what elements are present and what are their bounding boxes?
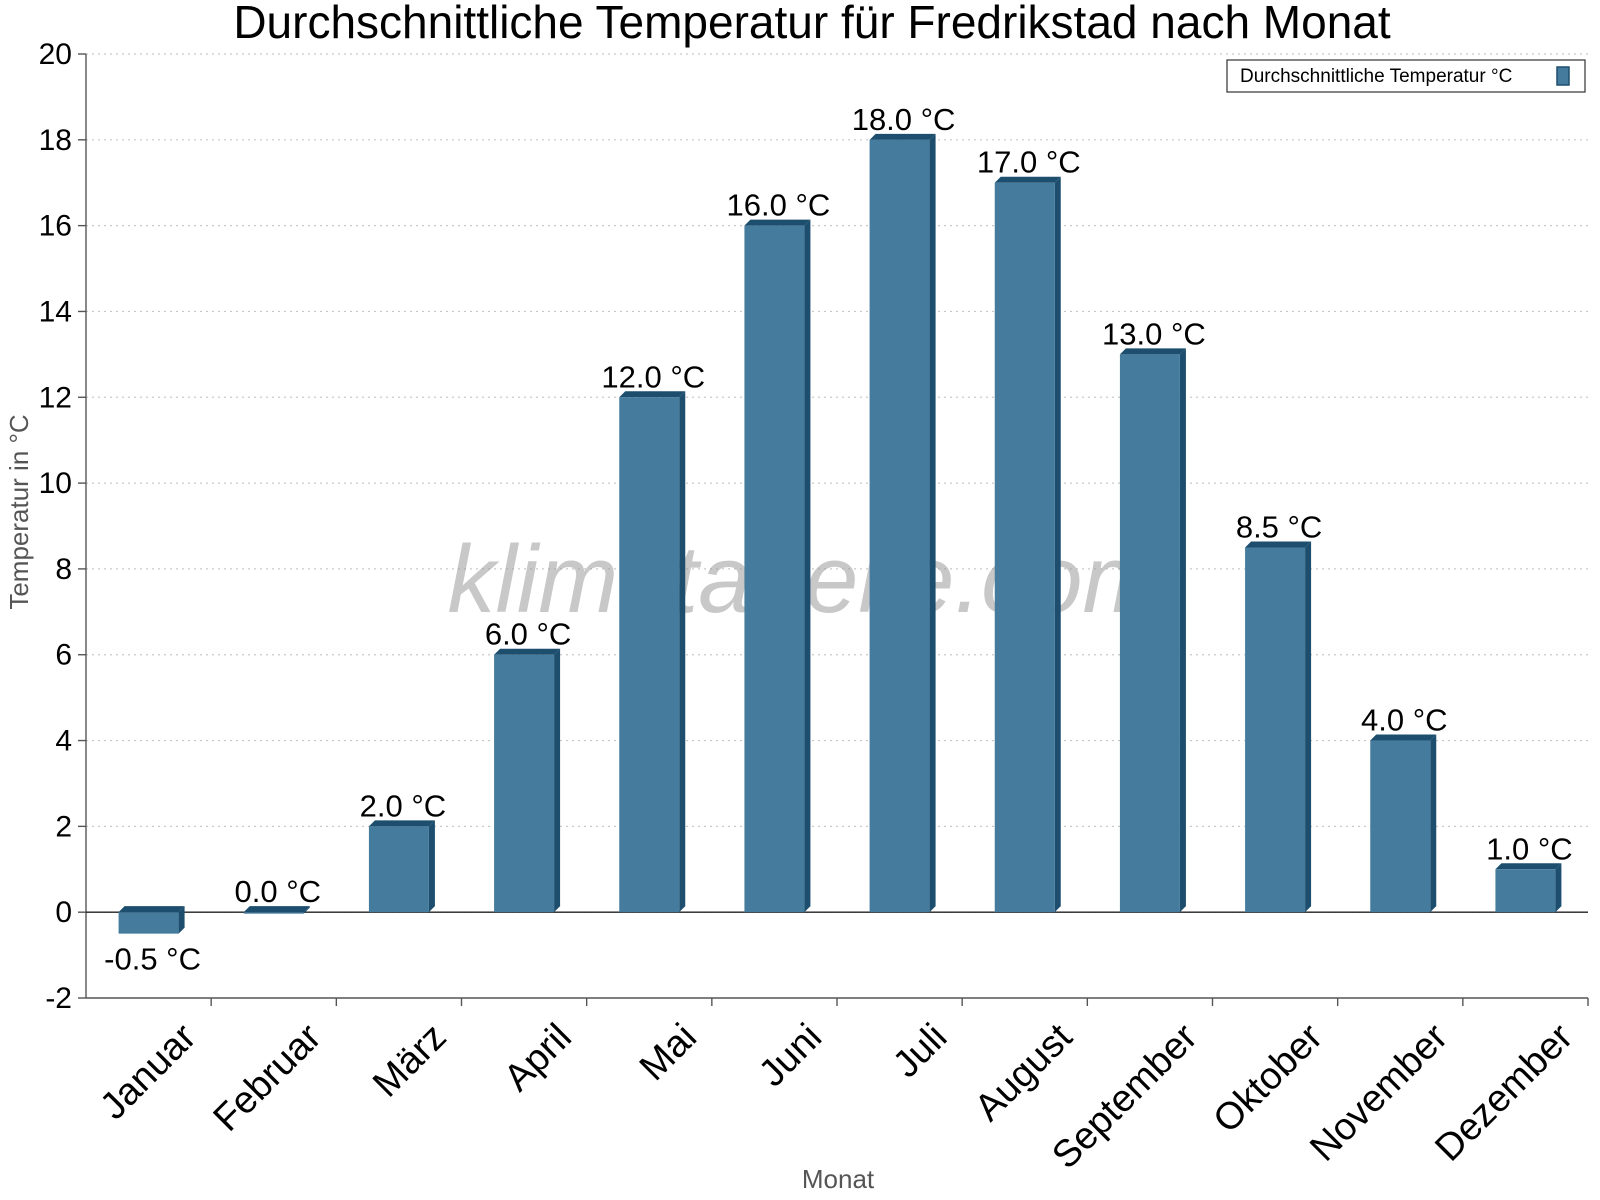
- bar-Februar: [243, 906, 310, 914]
- data-label: 0.0 °C: [235, 874, 322, 909]
- bar-top-face: [1370, 734, 1437, 741]
- bar-side-face: [303, 906, 310, 914]
- gridlines: [86, 53, 1588, 913]
- x-tick-labels: Januar Februar März April Mai Juni Juli AugustS…: [92, 1016, 1581, 1177]
- data-label: 2.0 °C: [360, 788, 447, 823]
- chart-title: Durchschnittliche Temperatur für Fredrik…: [233, 0, 1391, 48]
- y-tick-label: 4: [55, 725, 72, 758]
- bar-top-face: [494, 648, 561, 655]
- data-label: 4.0 °C: [1361, 703, 1448, 738]
- bar-top-face: [118, 906, 185, 913]
- bar: [994, 182, 1055, 913]
- bar: [1119, 354, 1180, 913]
- bar: [1495, 869, 1556, 913]
- data-label: 6.0 °C: [485, 617, 572, 652]
- bar: [1370, 740, 1431, 913]
- x-tick-label: Oktober: [1206, 1016, 1332, 1142]
- y-tick-label: 8: [55, 553, 72, 586]
- y-tick-label: 16: [39, 210, 72, 243]
- legend: Durchschnittliche Temperatur °C: [1226, 59, 1586, 93]
- bar-September: [1119, 348, 1186, 913]
- bar-side-face: [1305, 541, 1312, 913]
- bar-top-face: [1495, 863, 1562, 870]
- bar: [243, 912, 304, 914]
- x-tick-label: Juni: [751, 1016, 830, 1095]
- bar-side-face: [178, 906, 185, 934]
- x-axis-title: Monat: [802, 1164, 875, 1194]
- y-tick-label: -2: [45, 982, 72, 1015]
- bar-top-face: [869, 133, 936, 140]
- x-tick-label: Januar: [92, 1016, 204, 1128]
- bar-Mai: [619, 391, 686, 913]
- bar-top-face: [243, 906, 310, 913]
- bars: [118, 133, 1562, 934]
- data-label: -0.5 °C: [104, 942, 201, 977]
- bar-top-face: [744, 219, 811, 226]
- x-tick-label: Juli: [885, 1016, 955, 1086]
- bar-top-face: [1119, 348, 1186, 355]
- y-tick-label: 18: [39, 124, 72, 157]
- y-axis-title: Temperatur in °C: [4, 414, 34, 609]
- y-tick-label: 6: [55, 639, 72, 672]
- bar-side-face: [929, 133, 936, 913]
- bar-side-face: [428, 820, 435, 913]
- data-label: 1.0 °C: [1486, 831, 1573, 866]
- data-label: 16.0 °C: [727, 188, 831, 223]
- bar: [744, 225, 805, 913]
- bar-März: [368, 820, 435, 913]
- bar-Juli: [869, 133, 936, 913]
- data-label: 12.0 °C: [601, 359, 705, 394]
- bar-side-face: [554, 648, 561, 913]
- x-tick-label: April: [496, 1016, 579, 1099]
- y-tick-label: 12: [39, 381, 72, 414]
- x-tick-label: Mai: [632, 1016, 705, 1089]
- bar-Dezember: [1495, 863, 1562, 913]
- data-labels: -0.5 °C 0.0 °C 2.0 °C 6.0 °C 12.0 °C 16.0 °C 1…: [104, 102, 1572, 977]
- y-tick-label: 0: [55, 896, 72, 929]
- bar-top-face: [1245, 541, 1312, 548]
- bar-Oktober: [1245, 541, 1312, 913]
- bar-Januar: [118, 906, 185, 934]
- x-tick-label: Februar: [206, 1016, 330, 1140]
- bar-top-face: [368, 820, 435, 827]
- data-label: 8.5 °C: [1236, 509, 1323, 544]
- y-tick-label: 14: [39, 295, 72, 328]
- bar-Juni: [744, 219, 811, 913]
- legend-label: Durchschnittliche Temperatur °C: [1240, 66, 1512, 87]
- data-label: 13.0 °C: [1102, 316, 1206, 351]
- y-tick-label: 10: [39, 467, 72, 500]
- bar-side-face: [1179, 348, 1186, 913]
- bar-August: [994, 176, 1061, 913]
- x-tick-label: Dezember: [1427, 1016, 1581, 1170]
- bar-April: [494, 648, 561, 913]
- x-tick-label: August: [967, 1016, 1081, 1130]
- bar-side-face: [679, 391, 686, 913]
- x-tick-label: März: [365, 1016, 454, 1105]
- bar: [118, 912, 179, 934]
- bar: [1245, 547, 1306, 913]
- bar: [368, 826, 429, 913]
- bar-side-face: [1054, 176, 1061, 913]
- bar-side-face: [804, 219, 811, 913]
- bar: [619, 397, 680, 913]
- bar-top-face: [619, 391, 686, 398]
- legend-box: [1226, 59, 1586, 93]
- data-label: 18.0 °C: [852, 102, 956, 137]
- bar-November: [1370, 734, 1437, 913]
- bar: [869, 139, 930, 913]
- axes: -2 0 2 4 6 8 10 12 14 16 18 20: [39, 38, 1589, 1015]
- bar: [494, 654, 555, 913]
- bar-side-face: [1430, 734, 1437, 913]
- bar-side-face: [1555, 863, 1562, 913]
- legend-swatch: [1556, 66, 1570, 86]
- data-label: 17.0 °C: [977, 145, 1081, 180]
- bar-top-face: [994, 176, 1061, 183]
- y-tick-label: 2: [55, 810, 72, 843]
- y-tick-label: 20: [39, 38, 72, 71]
